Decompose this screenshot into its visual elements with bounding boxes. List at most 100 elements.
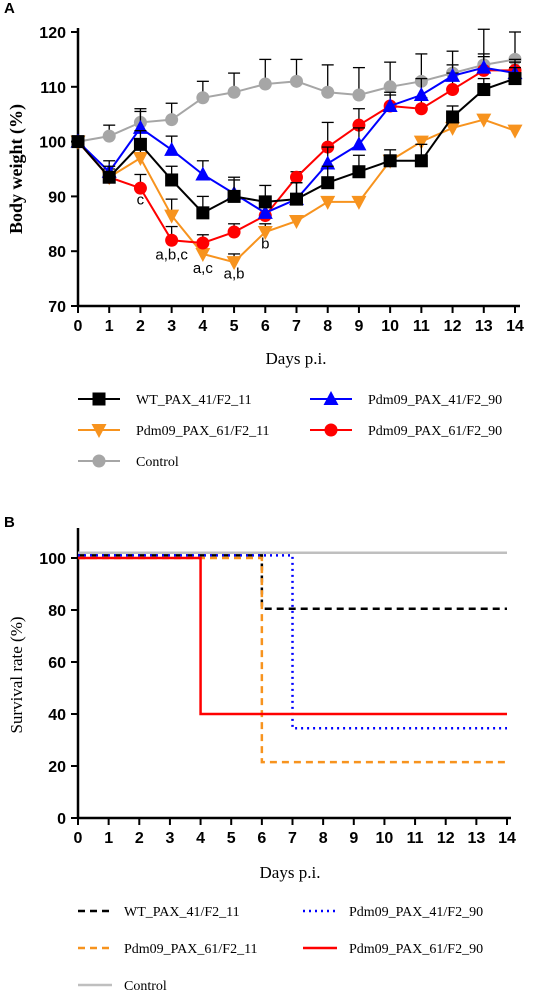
data-point bbox=[446, 83, 460, 97]
x-tick-label: 6 bbox=[261, 318, 270, 335]
x-tick-label: 11 bbox=[413, 318, 430, 335]
data-point bbox=[413, 87, 429, 102]
x-tick-label: 10 bbox=[376, 830, 394, 847]
legend-item-wt-pax-41-f2-11: WT_PAX_41/F2_11 bbox=[78, 905, 240, 920]
x-tick-label: 9 bbox=[354, 318, 363, 335]
data-point bbox=[164, 141, 180, 156]
annotation: a,b,c bbox=[155, 246, 188, 263]
data-point bbox=[196, 91, 210, 105]
legend-marker bbox=[92, 392, 106, 406]
y-tick-label: 70 bbox=[48, 299, 66, 316]
data-point bbox=[257, 226, 273, 241]
y-tick-label: 120 bbox=[39, 25, 66, 42]
data-point bbox=[226, 256, 242, 271]
legend-item-control: Control bbox=[78, 979, 167, 994]
legend: WT_PAX_41/F2_11 Pdm09_PAX_41/F2_90 Pdm09_P… bbox=[78, 905, 483, 994]
y-tick-label: 40 bbox=[48, 707, 66, 724]
y-tick-label: 90 bbox=[48, 189, 66, 206]
annotation: a,c bbox=[193, 260, 214, 277]
data-point bbox=[164, 209, 180, 224]
series-wt-pax-41-f2-11 bbox=[71, 66, 522, 220]
x-tick-label: 5 bbox=[227, 830, 236, 847]
legend-item-wt-pax-41-f2-11: WT_PAX_41/F2_11 bbox=[78, 392, 252, 408]
x-tick-label: 0 bbox=[74, 318, 83, 335]
data-point bbox=[257, 204, 273, 219]
y-tick-label: 100 bbox=[39, 135, 66, 152]
data-point bbox=[165, 233, 179, 247]
x-tick-label: 3 bbox=[165, 830, 174, 847]
data-point bbox=[133, 137, 147, 151]
y-tick-label: 110 bbox=[40, 80, 66, 97]
y-tick-label: 0 bbox=[57, 811, 66, 828]
panel-label: B bbox=[4, 514, 15, 531]
x-tick-label: 2 bbox=[135, 830, 144, 847]
data-point bbox=[165, 113, 179, 127]
data-point bbox=[258, 195, 272, 209]
data-point bbox=[227, 85, 241, 99]
data-point bbox=[290, 192, 303, 206]
x-tick-label: 6 bbox=[257, 830, 266, 847]
data-point bbox=[102, 170, 116, 184]
x-tick-label: 2 bbox=[136, 318, 145, 335]
legend-marker bbox=[324, 423, 338, 437]
x-tick-label: 10 bbox=[381, 318, 399, 335]
x-tick-label: 13 bbox=[475, 318, 493, 335]
data-point bbox=[352, 88, 366, 102]
legend-label: Control bbox=[136, 455, 179, 470]
legend-label: WT_PAX_41/F2_11 bbox=[124, 905, 240, 920]
data-point bbox=[321, 176, 335, 190]
legend-label: Pdm09_PAX_41/F2_90 bbox=[368, 393, 502, 408]
data-point bbox=[383, 80, 397, 94]
survival-line-pdm09-pax-41-f2-90 bbox=[78, 554, 507, 730]
data-point bbox=[132, 152, 148, 167]
data-point bbox=[507, 124, 523, 139]
legend-label: Pdm09_PAX_61/F2_11 bbox=[124, 942, 258, 957]
legend-item-pdm09-pax-61-f2-11: Pdm09_PAX_61/F2_11 bbox=[78, 424, 270, 439]
legend-marker bbox=[92, 454, 106, 468]
x-axis-title: Days p.i. bbox=[260, 863, 321, 882]
data-point bbox=[382, 97, 398, 112]
data-point bbox=[414, 154, 428, 168]
data-point bbox=[476, 113, 492, 128]
y-tick-label: 80 bbox=[48, 603, 66, 620]
x-tick-label: 1 bbox=[104, 830, 113, 847]
x-tick-label: 14 bbox=[506, 318, 524, 335]
x-tick-label: 8 bbox=[323, 318, 332, 335]
legend-item-pdm09-pax-61-f2-90: Pdm09_PAX_61/F2_90 bbox=[310, 423, 502, 439]
y-tick-label: 80 bbox=[48, 244, 66, 261]
data-point bbox=[476, 59, 492, 74]
data-point bbox=[508, 72, 522, 86]
x-tick-label: 12 bbox=[437, 830, 455, 847]
data-point bbox=[195, 166, 211, 181]
data-point bbox=[351, 136, 367, 151]
x-tick-label: 13 bbox=[467, 830, 485, 847]
x-tick-label: 5 bbox=[230, 318, 239, 335]
survival-line-pdm09-pax-61-f2-11 bbox=[78, 556, 507, 764]
data-point bbox=[133, 181, 147, 195]
data-point bbox=[290, 170, 303, 184]
x-tick-label: 0 bbox=[74, 830, 83, 847]
annotation: a,b bbox=[224, 266, 245, 283]
annotation: c bbox=[137, 192, 145, 209]
data-point bbox=[258, 77, 272, 91]
annotation: b bbox=[261, 235, 269, 252]
x-tick-label: 14 bbox=[498, 830, 516, 847]
legend-label: Pdm09_PAX_61/F2_90 bbox=[368, 424, 502, 439]
x-axis-title: Days p.i. bbox=[266, 349, 327, 368]
panel-label: A bbox=[4, 0, 15, 17]
legend-label: Control bbox=[124, 979, 167, 994]
y-axis-title: Survival rate (%) bbox=[7, 616, 26, 733]
y-tick-label: 100 bbox=[39, 551, 66, 568]
x-tick-label: 4 bbox=[198, 318, 207, 335]
legend-marker bbox=[323, 391, 339, 405]
y-tick-label: 60 bbox=[48, 655, 66, 672]
x-tick-label: 11 bbox=[407, 830, 424, 847]
data-point bbox=[227, 225, 241, 239]
legend-item-pdm09-pax-61-f2-11: Pdm09_PAX_61/F2_11 bbox=[78, 942, 258, 957]
x-tick-label: 1 bbox=[105, 318, 114, 335]
x-tick-label: 9 bbox=[349, 830, 358, 847]
data-point bbox=[196, 206, 210, 220]
x-tick-label: 7 bbox=[292, 318, 301, 335]
